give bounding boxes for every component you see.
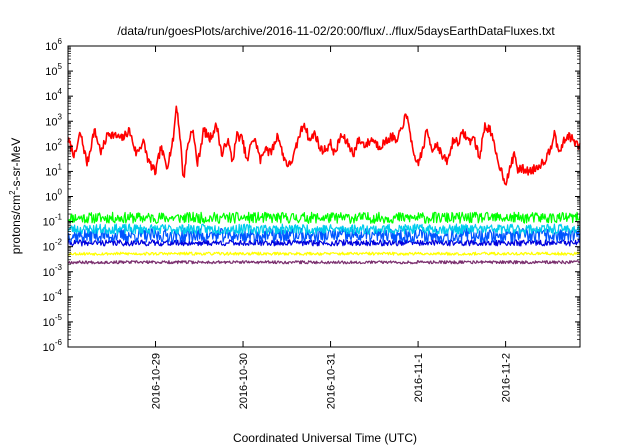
y-tick-label: 10-4	[43, 288, 63, 304]
series-line	[67, 211, 581, 224]
y-tick-label: 10-1	[43, 213, 63, 229]
x-tick-label: 2016-10-29	[151, 353, 163, 409]
y-axis-label: protons/cm2-s-sr-MeV	[8, 138, 23, 254]
y-tick-label: 103	[45, 112, 62, 128]
x-axis: 2016-10-29 2016-10-30 2016-10-31 2016-11-1 2…	[151, 46, 513, 409]
y-tick-label: 100	[45, 188, 62, 204]
y-tick-label: 10-2	[43, 238, 63, 254]
y-tick-label: 104	[45, 87, 62, 103]
x-tick-label: 2016-11-1	[413, 353, 425, 402]
y-tick-label: 101	[45, 162, 62, 178]
x-tick-label: 2016-10-31	[326, 353, 338, 409]
series-line	[67, 260, 581, 265]
series-layer	[67, 105, 581, 265]
series-line	[67, 223, 581, 235]
series-line	[67, 251, 581, 256]
y-tick-label: 10-3	[43, 263, 63, 279]
y-axis-label-sup: 2	[8, 190, 17, 195]
chart-title: /data/run/goesPlots/archive/2016-11-02/2…	[117, 24, 555, 38]
x-tick-label: 2016-11-2	[501, 353, 513, 402]
y-axis: 10-6 10-5 10-4 10-3 10-2 10-1 100 101 102 103 104 1…	[43, 37, 580, 354]
y-tick-label: 105	[45, 62, 62, 78]
series-line	[67, 239, 581, 247]
series-line	[67, 105, 581, 186]
y-tick-label: 106	[45, 37, 62, 53]
y-tick-label: 10-6	[43, 338, 63, 354]
x-axis-label: Coordinated Universal Time (UTC)	[233, 431, 417, 445]
plot-frame	[67, 45, 581, 348]
y-axis-label-prefix: protons/cm	[9, 195, 23, 254]
y-tick-label: 102	[45, 137, 62, 153]
x-tick-label: 2016-10-30	[238, 353, 250, 409]
y-axis-label-suffix: -s-sr-MeV	[9, 138, 23, 191]
y-tick-label: 10-5	[43, 313, 63, 329]
